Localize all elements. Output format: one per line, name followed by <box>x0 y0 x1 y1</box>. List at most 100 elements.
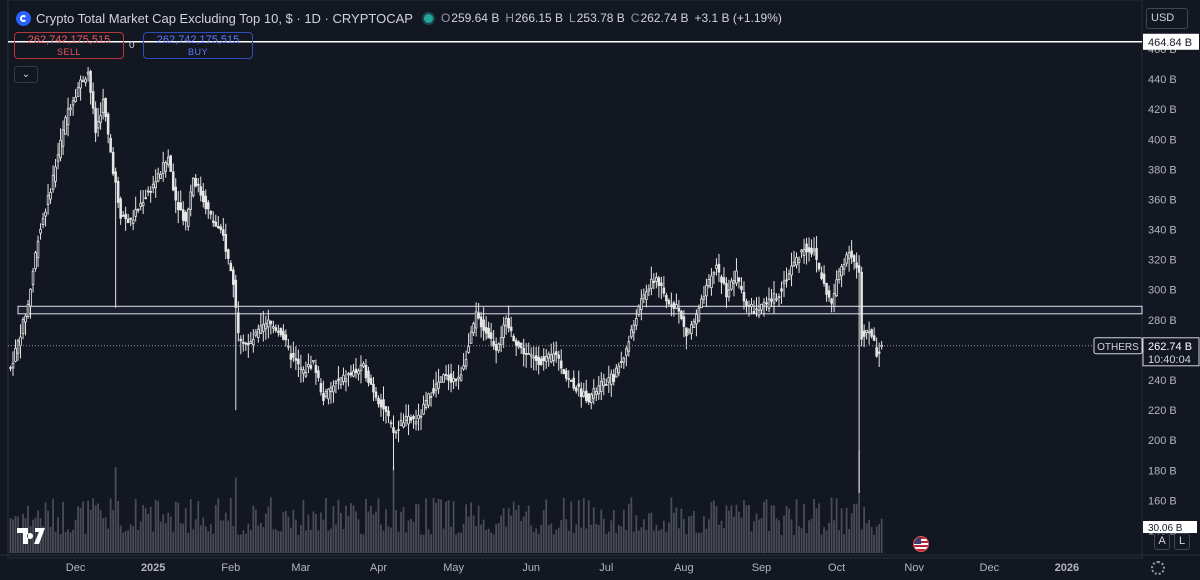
candle <box>687 328 691 335</box>
candle-body <box>482 319 485 331</box>
volume-bar <box>520 520 523 553</box>
log-scale-button[interactable]: L <box>1174 533 1190 550</box>
candle <box>302 366 305 383</box>
volume-bar <box>445 501 447 553</box>
volume-bar <box>57 517 59 553</box>
candle-body <box>680 310 683 319</box>
candle-body <box>36 240 40 259</box>
volume-bar <box>472 515 475 553</box>
candle-body <box>239 338 243 342</box>
chart-title[interactable]: Crypto Total Market Cap Excluding Top 10… <box>36 10 413 26</box>
candle <box>447 364 450 391</box>
candle-body <box>201 190 205 203</box>
candle <box>422 395 425 416</box>
candle-body <box>494 344 498 351</box>
candle-body <box>76 87 80 97</box>
volume-bar <box>187 532 190 553</box>
volume-bar <box>800 528 803 553</box>
candle-body <box>272 326 275 329</box>
candle <box>116 176 120 209</box>
volume-bar <box>259 523 262 553</box>
candle <box>469 325 473 344</box>
candle <box>151 175 155 194</box>
candle <box>509 316 513 338</box>
volume-bar <box>284 510 287 553</box>
candle-body <box>682 316 686 327</box>
candle <box>317 366 320 382</box>
candle <box>272 320 275 334</box>
us-flag-icon[interactable] <box>913 536 929 552</box>
candle-body <box>379 399 383 408</box>
volume-bar <box>232 525 235 553</box>
volume-bar <box>637 530 640 553</box>
candle <box>805 237 808 265</box>
candle <box>324 388 328 399</box>
candle <box>755 297 758 317</box>
candle <box>539 355 543 367</box>
volume-bar <box>239 534 242 553</box>
candle-body <box>499 337 503 346</box>
currency-selector[interactable]: USD <box>1146 8 1188 29</box>
candle-body <box>94 107 97 133</box>
candle <box>832 283 836 313</box>
candle <box>867 321 871 345</box>
candle-body <box>800 249 803 253</box>
x-tick-label: Dec <box>980 562 1000 574</box>
candle <box>534 346 538 371</box>
volume-bar <box>352 505 355 553</box>
candle-body <box>352 370 355 377</box>
volume-bar <box>137 529 140 553</box>
candle <box>417 403 420 431</box>
candle-body <box>442 374 445 383</box>
volume-bar <box>300 524 302 553</box>
candle-body <box>234 279 238 308</box>
chart-header: Crypto Total Market Cap Excluding Top 10… <box>16 9 788 27</box>
buy-price: 262,742,175,515 <box>156 34 240 46</box>
volume-bar <box>17 516 19 553</box>
volume-bar <box>592 507 595 553</box>
auto-scale-button[interactable]: A <box>1154 533 1170 550</box>
sell-button[interactable]: 262,742,175,515 SELL <box>14 32 124 59</box>
volume-bar <box>222 520 225 553</box>
candle-body <box>429 396 433 398</box>
candle-body <box>552 353 555 361</box>
collapse-legend-button[interactable]: ⌄ <box>14 66 38 83</box>
candle <box>56 142 60 170</box>
volume-bar <box>778 520 780 553</box>
volume-bar <box>850 513 853 553</box>
candle-body <box>362 363 365 367</box>
candle-body <box>44 211 47 217</box>
volume-bar <box>182 523 185 553</box>
volume-bar <box>818 503 820 553</box>
volume-bar <box>455 534 457 553</box>
candle <box>176 191 180 224</box>
x-tick-label: Jul <box>599 562 613 574</box>
candle-body <box>9 367 12 369</box>
candle-body <box>257 328 260 338</box>
volume-bar <box>355 511 357 553</box>
volume-bar <box>848 529 850 553</box>
candle-body <box>307 364 310 368</box>
buy-button[interactable]: 262,742,175,515 BUY <box>143 32 253 59</box>
y-tick-label: 360 B <box>1148 194 1177 206</box>
candle <box>715 258 718 276</box>
candle <box>837 267 841 284</box>
volume-bar <box>810 518 813 553</box>
last-price-label: 262.74 B <box>1148 341 1192 353</box>
gear-icon[interactable] <box>1151 561 1165 575</box>
volume-bar <box>650 512 653 553</box>
volume-bar <box>370 505 372 553</box>
candle <box>109 133 112 153</box>
candle-body <box>46 195 50 206</box>
candle <box>652 273 656 290</box>
candle-body <box>347 373 350 376</box>
candle-body <box>344 378 348 383</box>
candle-body <box>437 381 440 389</box>
volume-bar <box>865 523 868 553</box>
candle <box>730 277 733 291</box>
candle <box>144 189 147 200</box>
candle <box>139 190 142 211</box>
volume-bar <box>745 505 748 553</box>
candle-body <box>264 322 268 330</box>
